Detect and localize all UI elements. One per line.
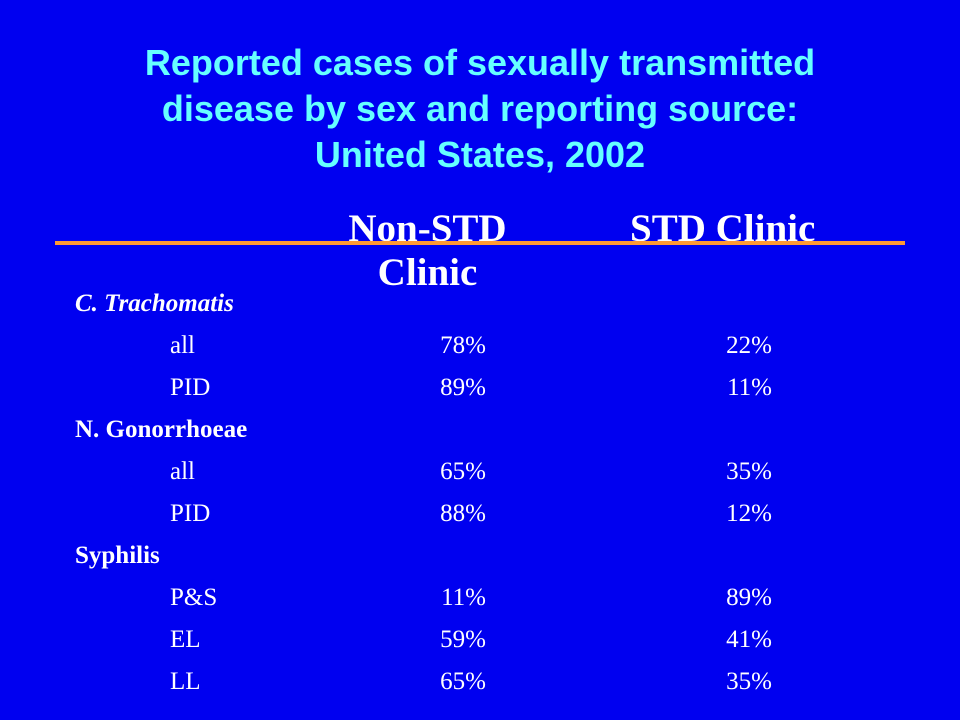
table-row: all 78% 22% <box>0 325 960 367</box>
category-label: C. Trachomatis <box>75 290 234 317</box>
slide-title-line-3: United States, 2002 <box>314 134 646 175</box>
table-row: PID 89% 11% <box>0 367 960 409</box>
std-clinic-percent: 22% <box>726 332 772 359</box>
table-row: EL 59% 41% <box>0 619 960 661</box>
non-std-clinic-percent: 65% <box>440 458 486 485</box>
non-std-clinic-percent: 59% <box>440 626 486 653</box>
non-std-clinic-percent: 88% <box>440 500 486 527</box>
table-row: LL 65% 35% <box>0 661 960 703</box>
table-row: all 65% 35% <box>0 451 960 493</box>
category-row: C. Trachomatis <box>0 283 960 325</box>
std-clinic-percent: 89% <box>726 584 772 611</box>
std-clinic-percent: 35% <box>726 668 772 695</box>
non-std-clinic-percent: 65% <box>440 668 486 695</box>
row-label: PID <box>170 500 211 527</box>
non-std-clinic-percent: 89% <box>440 374 486 401</box>
category-label: N. Gonorrhoeae <box>75 416 248 443</box>
std-clinic-percent: 35% <box>726 458 772 485</box>
category-label: Syphilis <box>75 542 160 569</box>
category-row: N. Gonorrhoeae <box>0 409 960 451</box>
row-label: LL <box>170 668 201 695</box>
row-label: all <box>170 458 195 485</box>
std-clinic-percent: 41% <box>726 626 772 653</box>
row-label: EL <box>170 626 201 653</box>
category-row: Syphilis <box>0 535 960 577</box>
non-std-clinic-percent: 78% <box>440 332 486 359</box>
slide-title-line-2: disease by sex and reporting source: <box>161 88 799 129</box>
non-std-clinic-percent: 11% <box>441 584 486 611</box>
table-row: P&S 11% 89% <box>0 577 960 619</box>
header-divider-rule <box>55 241 905 245</box>
row-label: P&S <box>170 584 218 611</box>
slide-title: Reported cases of sexually transmitted d… <box>0 40 960 178</box>
slide-title-line-1: Reported cases of sexually transmitted <box>144 42 816 83</box>
std-clinic-percent: 11% <box>727 374 772 401</box>
row-label: all <box>170 332 195 359</box>
std-clinic-percent: 12% <box>726 500 772 527</box>
row-label: PID <box>170 374 211 401</box>
table-row: PID 88% 12% <box>0 493 960 535</box>
header-non-std-clinic: Non-STD Clinic <box>348 207 507 294</box>
